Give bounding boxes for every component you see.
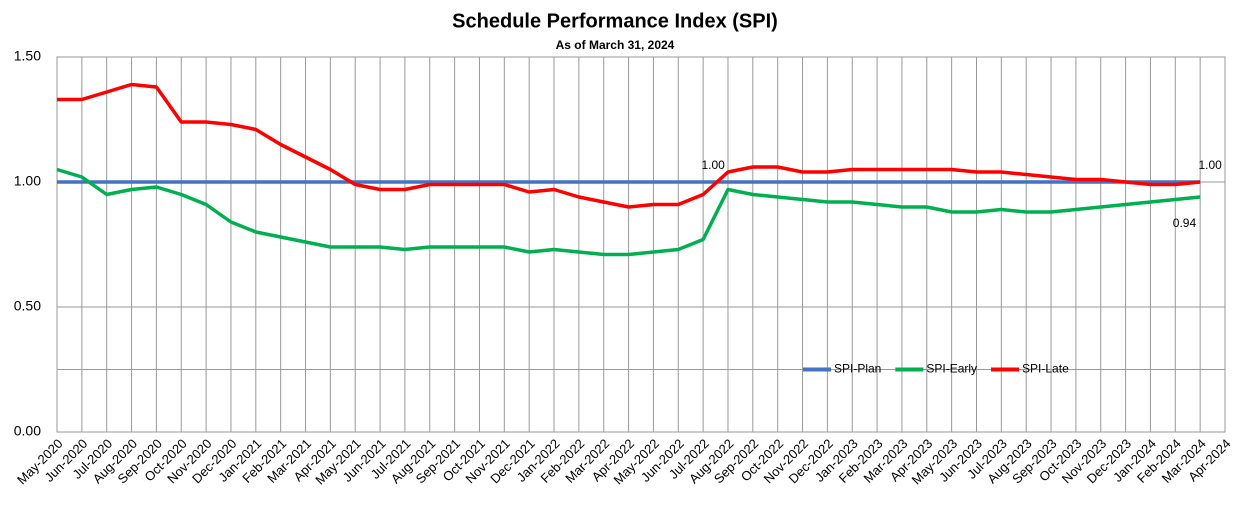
data-label: 1.00 — [701, 158, 725, 172]
legend-label: SPI-Plan — [834, 362, 881, 376]
chart-title: Schedule Performance Index (SPI) — [452, 10, 778, 32]
plot-area — [56, 56, 1226, 433]
legend-label: SPI-Early — [926, 362, 977, 376]
series-line — [57, 82, 1201, 209]
y-tick-label: 0.50 — [14, 298, 41, 314]
y-tick-label: 1.50 — [14, 48, 41, 64]
chart-subtitle: As of March 31, 2024 — [556, 38, 675, 52]
y-tick-label: 0.00 — [14, 423, 41, 439]
series-line — [56, 167, 1201, 257]
y-tick-label: 1.00 — [14, 173, 41, 189]
legend-label: SPI-Late — [1022, 362, 1069, 376]
data-label: 0.94 — [1173, 216, 1197, 230]
data-label: 1.00 — [1198, 158, 1222, 172]
